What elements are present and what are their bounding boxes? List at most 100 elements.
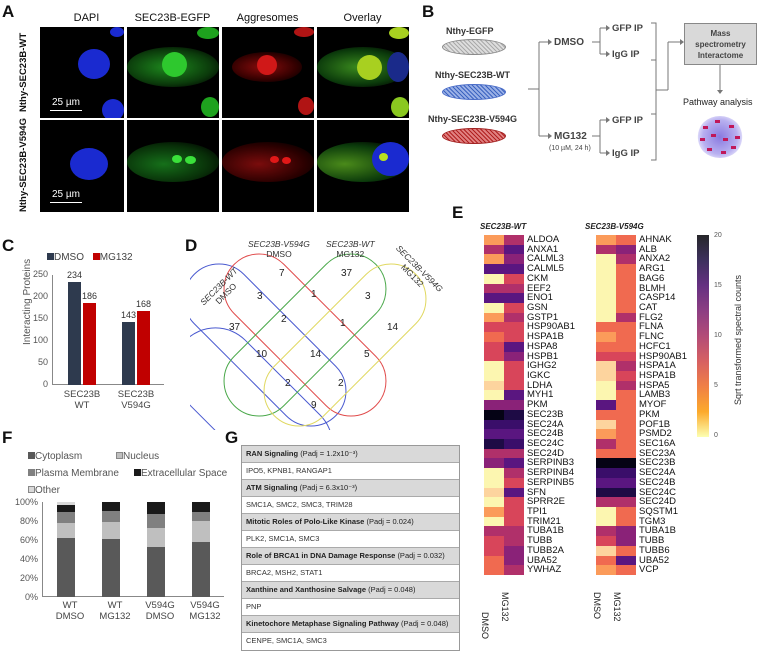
stacked-segment — [147, 514, 165, 528]
stacked-segment — [192, 502, 210, 512]
heatmap-cell — [484, 448, 504, 459]
ip-gfp-2: GFP IP — [612, 115, 643, 126]
ytick: 60% — [19, 535, 38, 545]
gene-label: CKM — [527, 272, 549, 284]
heatmap-cell — [484, 458, 504, 469]
gene-label: FLNA — [639, 321, 664, 333]
gene-label: SEC24D — [527, 447, 564, 459]
pathway-header: Xanthine and Xanthosine Salvage (Padj = … — [242, 582, 459, 599]
heatmap-cell — [504, 487, 524, 498]
xlabel-mg132: MG132 — [500, 592, 510, 622]
gene-label: SEC24B — [527, 428, 564, 440]
gene-label: BLMH — [639, 282, 666, 294]
heatmap-cell — [484, 565, 504, 576]
axis-f — [42, 502, 224, 597]
heatmap-cell — [596, 555, 616, 566]
heatmap-cell — [504, 380, 524, 391]
heatmap-cell — [616, 507, 636, 518]
heatmap-cell — [596, 477, 616, 489]
heatmap-cell — [504, 526, 524, 537]
venn-label-wt-mg: SEC23B-WT MG132 — [326, 239, 375, 259]
venn-count: 3 — [365, 291, 371, 302]
venn-label-v-dmso: SEC23B-V594G DMSO — [248, 239, 310, 259]
pathway-genes: PNP — [242, 599, 459, 616]
gene-label: MYOF — [639, 399, 667, 411]
stacked-segment — [57, 504, 75, 513]
cell-line-egfp: Nthy-EGFP — [446, 26, 494, 36]
heatmap-wt — [484, 235, 524, 576]
colorbar-tick: 15 — [714, 282, 722, 289]
heatmap-cell — [484, 351, 504, 362]
heatmap-cell — [596, 545, 616, 557]
micrograph-v594g-aggresomes — [222, 120, 314, 212]
venn-count: 2 — [338, 378, 344, 389]
heatmap-cell — [484, 555, 504, 566]
venn-count: 1 — [340, 318, 346, 329]
heatmap-cell — [616, 371, 636, 382]
colorbar-tick: 5 — [714, 382, 718, 389]
stacked-segment — [57, 538, 75, 597]
legend-dmso: DMSO — [54, 252, 84, 263]
axis-c — [52, 275, 164, 385]
gene-label: CALML5 — [527, 263, 564, 275]
heatmap-cell — [504, 555, 524, 566]
heatmap-cell — [504, 545, 524, 557]
heatmap-cell — [504, 273, 524, 285]
gene-label: GSN — [527, 302, 548, 313]
ytick: 40% — [19, 554, 38, 564]
stacked-segment — [147, 546, 165, 597]
heatmap-cell — [484, 361, 504, 372]
heatmap-cell — [616, 419, 636, 430]
col-title-aggresomes: Aggresomes — [236, 12, 299, 24]
legend-mg132: MG132 — [99, 252, 133, 263]
heatmap-cell — [504, 390, 524, 401]
gene-label: TUBB2A — [527, 544, 564, 556]
gene-label: TUBB — [639, 535, 665, 547]
stacked-segment — [192, 541, 210, 597]
ip-igg-2: IgG IP — [612, 148, 640, 159]
heatmap-v594g — [596, 235, 636, 576]
heatmap-cell — [596, 497, 616, 508]
heatmap-cell — [616, 235, 636, 246]
stacked-segment — [102, 502, 120, 511]
gene-label: ENO1 — [527, 292, 553, 304]
gene-label: SERPINB5 — [527, 476, 574, 488]
stacked-segment — [102, 510, 120, 522]
heatmap-cell — [504, 264, 524, 275]
heatmap-cell — [484, 273, 504, 285]
gene-label: SEC23B — [527, 408, 564, 420]
gene-label: PSMD2 — [639, 428, 672, 440]
heatmap-cell — [596, 283, 616, 294]
heatmap-cell — [484, 409, 504, 421]
gene-label: TGM3 — [639, 515, 666, 527]
panel-label-f: F — [2, 428, 13, 447]
heatmap-cell — [484, 371, 504, 382]
heatmap-cell — [616, 264, 636, 275]
heatmap-cell — [484, 303, 504, 314]
heatmap-cell — [596, 565, 616, 576]
gene-label: TPI1 — [527, 506, 548, 517]
heatmap-cell — [616, 341, 636, 353]
pathway-genes: PLK2, SMC1A, SMC3 — [242, 531, 459, 548]
gene-label: ALDOA — [527, 234, 560, 245]
stacked-segment — [147, 502, 165, 515]
heatmap-cell — [616, 312, 636, 323]
venn-count: 5 — [364, 349, 370, 360]
heatmap-cell — [504, 322, 524, 333]
heatmap-cell — [484, 497, 504, 508]
heatmap-cell — [484, 468, 504, 479]
heatmap-cell — [484, 429, 504, 440]
heatmap-cell — [596, 409, 616, 421]
heatmap-cell — [484, 235, 504, 246]
gene-label: LAMB3 — [639, 389, 671, 401]
xtick: WT DMSO — [55, 600, 85, 622]
heatmap-cell — [596, 439, 616, 450]
heatmap-cell — [596, 419, 616, 430]
heatmap-cell — [596, 516, 616, 527]
heatmap-cell — [484, 293, 504, 304]
value-label: 234 — [67, 270, 83, 280]
gene-label: PKM — [639, 408, 660, 420]
heatmap-cell — [596, 303, 616, 314]
heatmap-cell — [484, 380, 504, 391]
venn-count: 3 — [257, 291, 263, 302]
